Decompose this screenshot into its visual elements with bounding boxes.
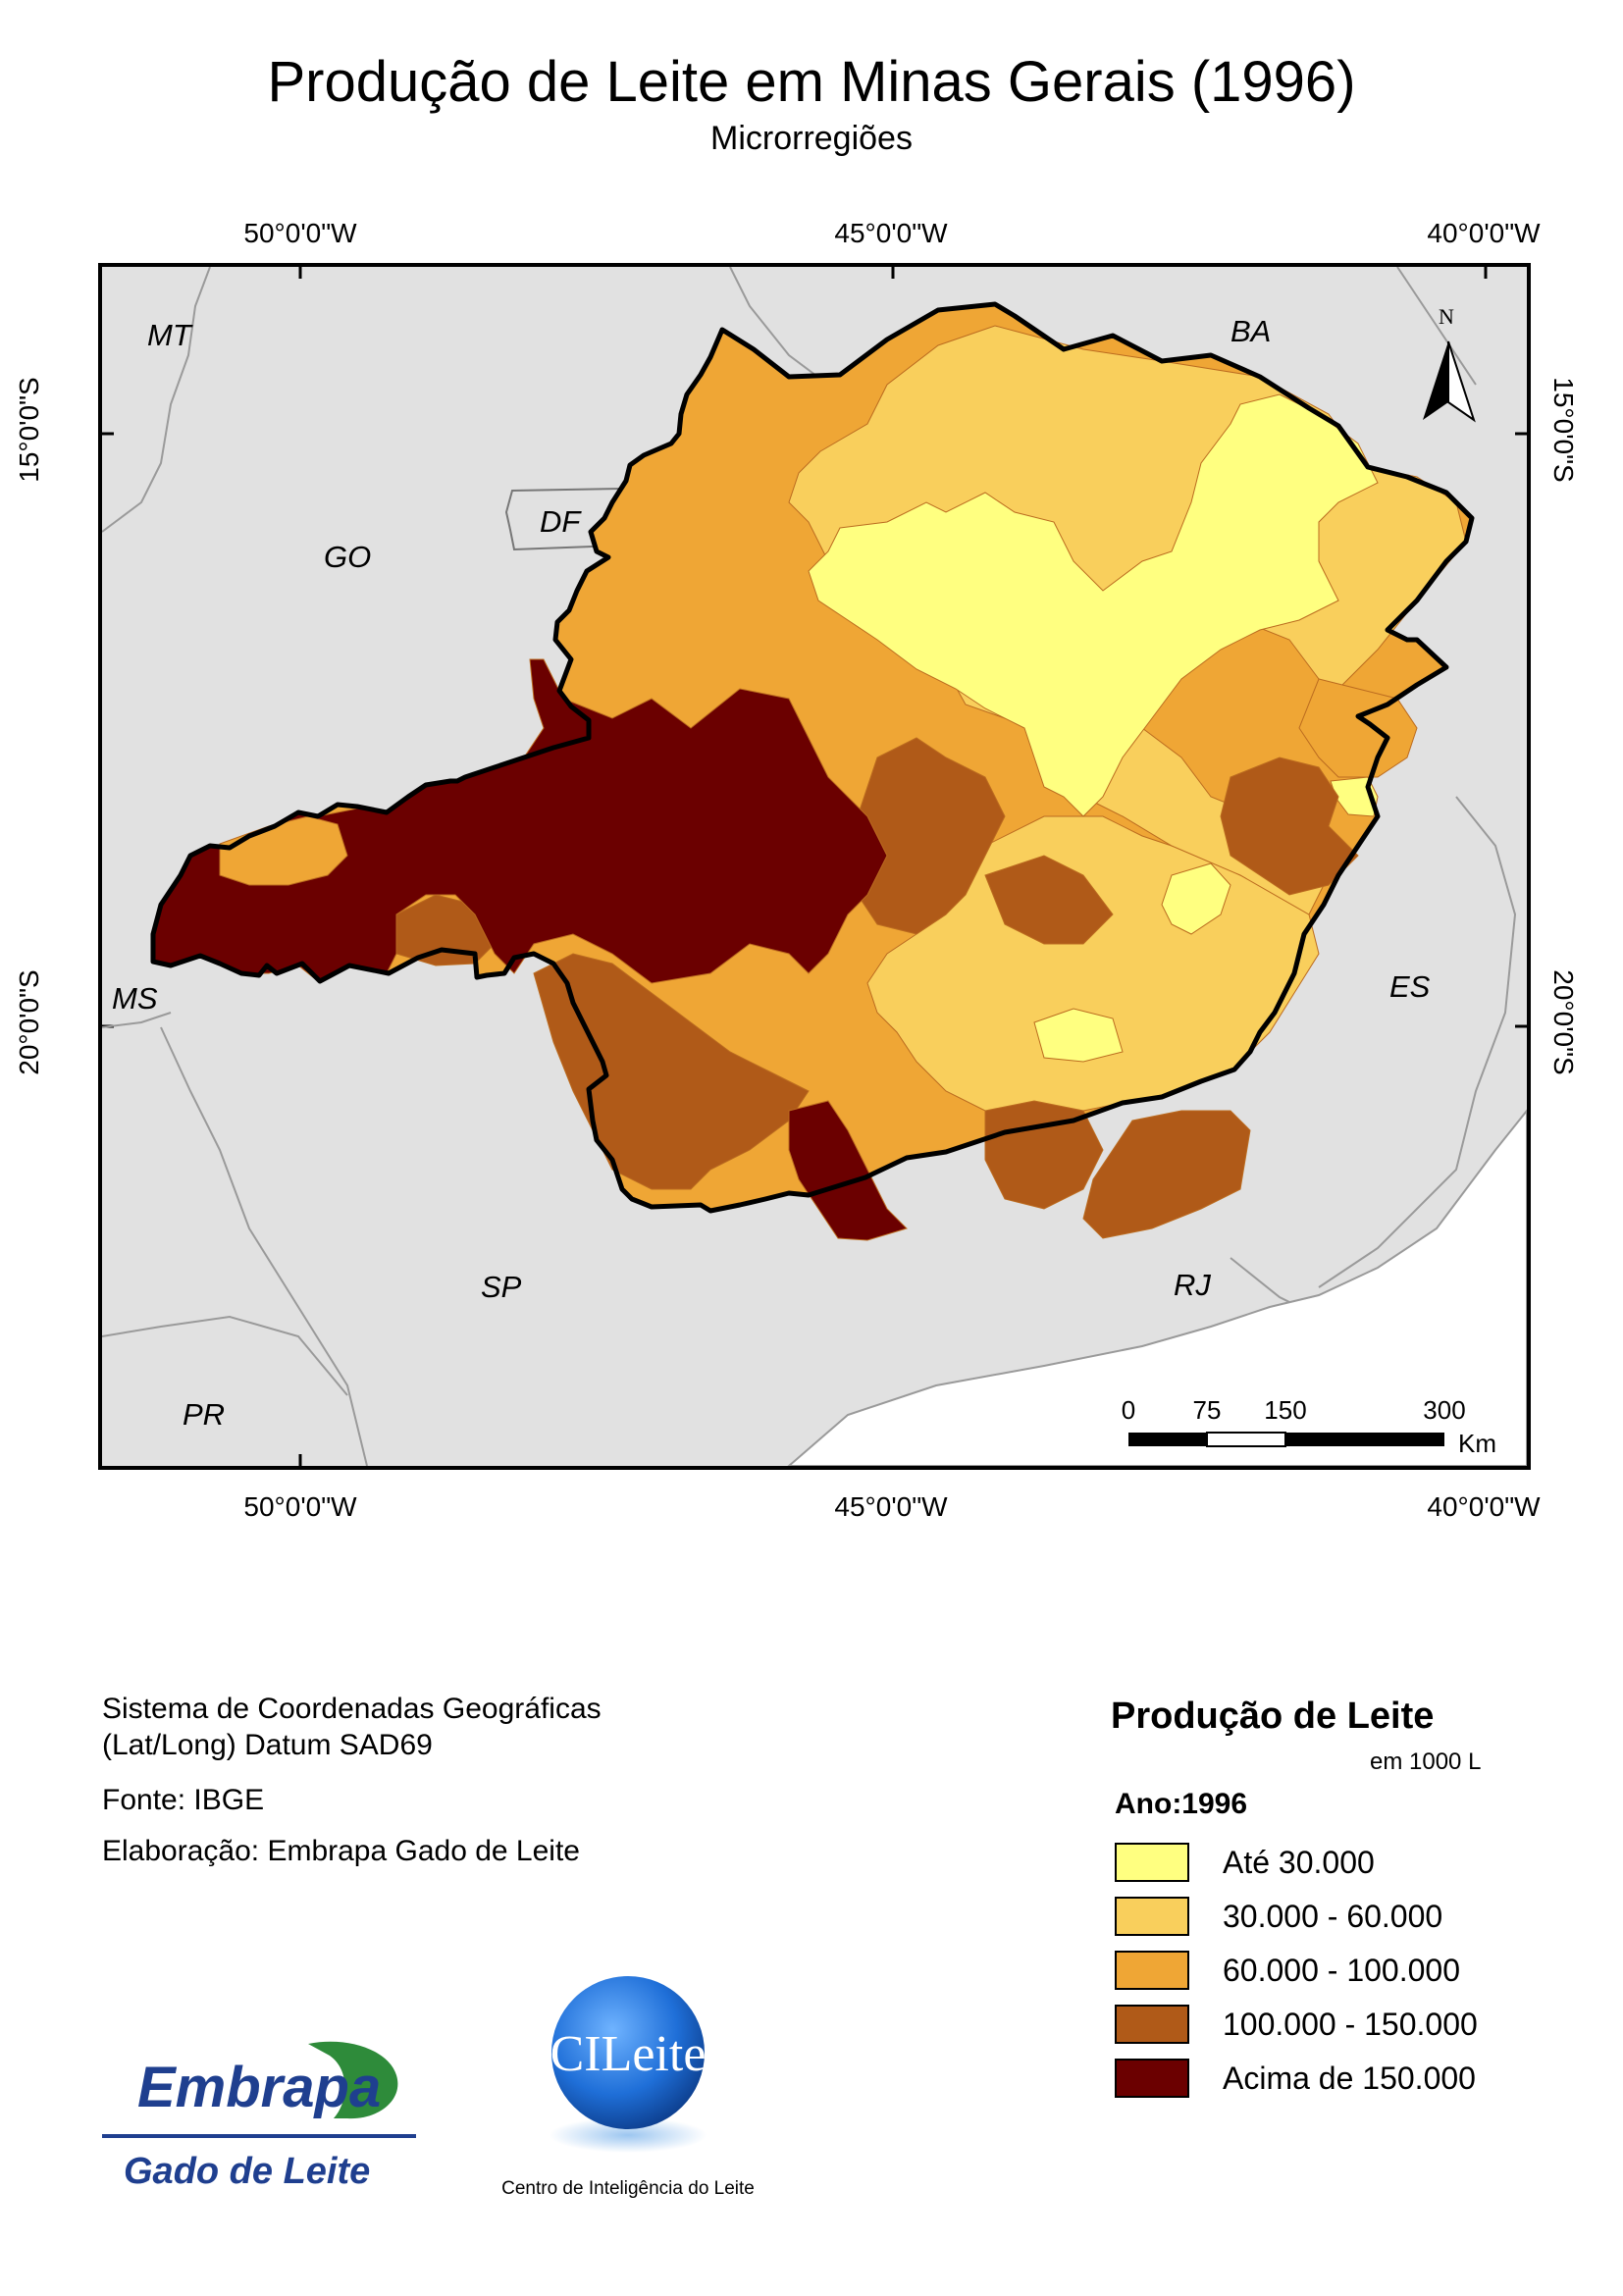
label-mt: MT (147, 318, 193, 352)
legend-item: 100.000 - 150.000 (1115, 2003, 1478, 2046)
label-sp: SP (481, 1270, 522, 1304)
legend-item: Acima de 150.000 (1115, 2057, 1476, 2100)
legend-label: Até 30.000 (1223, 1844, 1375, 1880)
credits-author: Elaboração: Embrapa Gado de Leite (102, 1835, 580, 1867)
scale-bar: 0 75 150 300 Km (1122, 1395, 1496, 1458)
coord-right-20s: 20°0'0"S (1548, 969, 1579, 1075)
sea (787, 1109, 1527, 1466)
legend-swatch (1115, 2059, 1189, 2098)
minas-gerais-regions (152, 304, 1472, 1241)
legend-item: 30.000 - 60.000 (1115, 1895, 1442, 1938)
coord-bottom-50w: 50°0'0"W (243, 1491, 357, 1522)
state-borders (102, 267, 1517, 1466)
map-title: Produção de Leite em Minas Gerais (1996) (267, 50, 1356, 114)
label-pr: PR (183, 1397, 225, 1432)
coord-top-40w: 40°0'0"W (1427, 218, 1541, 248)
legend-label: Acima de 150.000 (1223, 2060, 1476, 2096)
map-subtitle: Microrregiões (710, 120, 913, 157)
legend-label: 100.000 - 150.000 (1223, 2006, 1478, 2042)
legend-label: 30.000 - 60.000 (1223, 1898, 1443, 1934)
map-canvas: MT BA DF GO MS ES SP RJ PR N 0 75 150 30… (102, 267, 1527, 1466)
legend-swatch (1115, 2005, 1189, 2044)
north-arrow-icon (1423, 340, 1476, 423)
label-rj: RJ (1174, 1268, 1211, 1302)
credits-crs-line1: Sistema de Coordenadas Geográficas (102, 1693, 602, 1725)
legend-year: Ano:1996 (1115, 1788, 1248, 1820)
cileite-logo: CILeite Centro de Inteligência do Leite (496, 1972, 760, 2208)
scale-tick-150: 150 (1264, 1395, 1306, 1425)
map-frame: MT BA DF GO MS ES SP RJ PR N 0 75 150 30… (98, 263, 1531, 1470)
coord-left-15s: 15°0'0"S (14, 377, 44, 483)
scale-tick-75: 75 (1193, 1395, 1222, 1425)
label-ms: MS (112, 981, 158, 1016)
legend-swatch (1115, 1951, 1189, 1990)
label-go: GO (324, 540, 371, 574)
legend-item: Até 30.000 (1115, 1841, 1375, 1884)
coord-top-50w: 50°0'0"W (243, 218, 357, 248)
embrapa-subtitle: Gado de Leite (124, 2151, 370, 2192)
legend-title: Produção de Leite (1111, 1696, 1435, 1737)
embrapa-wordmark: Embrapa (137, 2056, 381, 2119)
scale-tick-0: 0 (1122, 1395, 1135, 1425)
minas-gerais-outline (150, 301, 1475, 1214)
scale-tick-300: 300 (1423, 1395, 1465, 1425)
credits-source: Fonte: IBGE (102, 1784, 265, 1816)
cileite-wordmark: CILeite (550, 2026, 707, 2082)
cileite-subtitle: Centro de Inteligência do Leite (501, 2178, 755, 2199)
north-arrow-letter: N (1439, 304, 1454, 329)
embrapa-logo: Embrapa Gado de Leite (102, 2036, 416, 2203)
label-df: DF (540, 504, 582, 539)
label-ba: BA (1230, 314, 1271, 348)
legend-label: 60.000 - 100.000 (1223, 1952, 1460, 1988)
scale-unit: Km (1458, 1429, 1496, 1458)
coord-top-45w: 45°0'0"W (834, 218, 948, 248)
coord-bottom-40w: 40°0'0"W (1427, 1491, 1541, 1522)
legend-unit: em 1000 L (1370, 1748, 1482, 1775)
legend-item: 60.000 - 100.000 (1115, 1949, 1460, 1992)
coord-right-15s: 15°0'0"S (1548, 377, 1579, 483)
legend-swatch (1115, 1843, 1189, 1882)
legend-swatch (1115, 1897, 1189, 1936)
coord-bottom-45w: 45°0'0"W (834, 1491, 948, 1522)
credits-crs-line2: (Lat/Long) Datum SAD69 (102, 1729, 433, 1761)
label-es: ES (1389, 969, 1431, 1004)
coord-left-20s: 20°0'0"S (14, 969, 44, 1075)
